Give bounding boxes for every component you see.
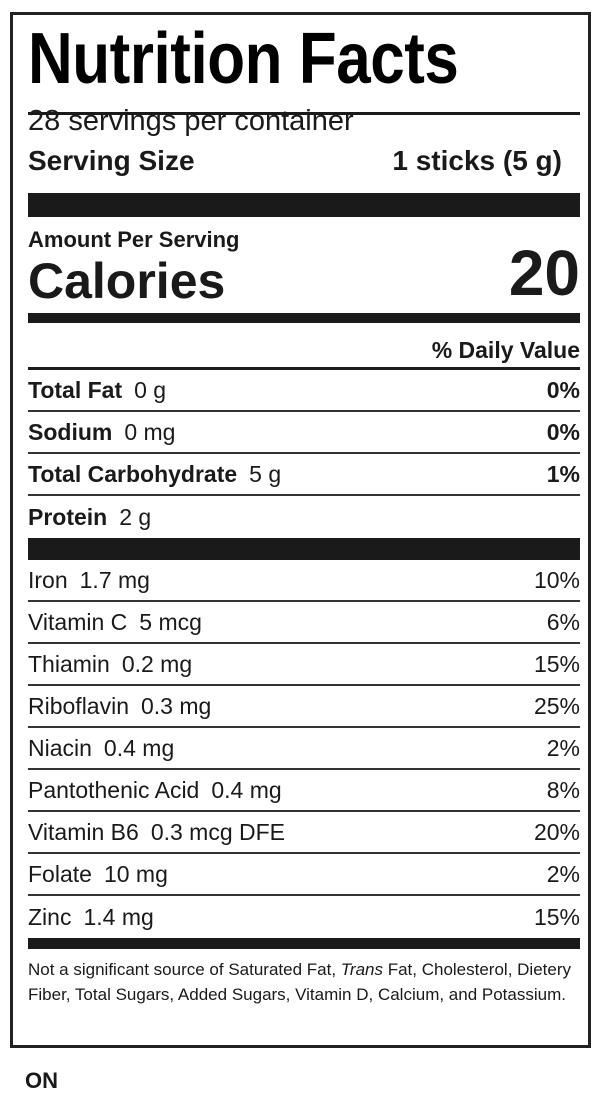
nutrient-row: Total Carbohydrate 5 g 1% <box>28 454 580 496</box>
nutrient-name-amount: Zinc 1.4 mg <box>28 904 154 931</box>
nutrient-daily-value: 6% <box>546 608 580 635</box>
nutrient-daily-value: 10% <box>533 566 580 593</box>
thick-divider <box>28 538 580 560</box>
nutrient-name-amount: Sodium 0 mg <box>28 419 175 446</box>
medium-divider <box>28 313 580 323</box>
nutrient-amount: 1.7 mg <box>79 566 150 593</box>
nutrient-row: Pantothenic Acid 0.4 mg 8% <box>28 770 580 812</box>
calories-label: Calories <box>28 253 226 309</box>
nutrient-name-amount: Pantothenic Acid 0.4 mg <box>28 777 282 804</box>
nutrient-row: Riboflavin 0.3 mg 25% <box>28 686 580 728</box>
nutrient-row: Vitamin C 5 mcg 6% <box>28 602 580 644</box>
nutrient-name-amount: Niacin 0.4 mg <box>28 735 174 762</box>
brand-logo-text: ON <box>25 1068 58 1093</box>
nutrient-name-amount: Protein 2 g <box>28 504 151 531</box>
nutrient-name-amount: Riboflavin 0.3 mg <box>28 693 211 720</box>
nutrient-amount: 0.3 mcg DFE <box>150 818 286 845</box>
divider <box>28 112 580 115</box>
nutrient-name: Pantothenic Acid <box>28 776 200 803</box>
label-title: Nutrition Facts <box>28 19 459 99</box>
nutrient-name-amount: Vitamin B6 0.3 mcg DFE <box>28 819 285 846</box>
nutrient-name: Protein <box>28 503 108 530</box>
nutrient-amount: 0.2 mg <box>121 650 193 677</box>
nutrient-name: Folate <box>28 860 92 887</box>
nutrient-amount: 0 mg <box>124 418 176 445</box>
nutrient-name: Vitamin B6 <box>28 818 139 845</box>
serving-size: Serving Size 1 sticks (5 g) <box>28 141 580 181</box>
footnote-italic: Trans <box>340 960 383 979</box>
nutrition-facts-panel: Nutrition Facts 28 servings per containe… <box>10 12 591 1048</box>
servings-per-container: 28 servings per container <box>28 105 354 137</box>
nutrient-name: Total Carbohydrate <box>28 460 238 487</box>
calories-value: 20 <box>508 237 580 309</box>
nutrient-name-amount: Vitamin C 5 mcg <box>28 609 202 636</box>
nutrient-daily-value: 15% <box>533 903 580 930</box>
nutrient-daily-value: 20% <box>533 818 580 845</box>
nutrient-daily-value: 0% <box>546 418 580 445</box>
nutrient-amount: 0.4 mg <box>103 734 175 761</box>
nutrient-amount: 10 mg <box>103 860 168 887</box>
nutrient-name-amount: Folate 10 mg <box>28 861 168 888</box>
nutrient-name: Sodium <box>28 418 113 445</box>
nutrient-daily-value: 8% <box>546 776 580 803</box>
nutrient-name: Vitamin C <box>28 608 128 635</box>
nutrient-amount: 5 g <box>249 460 282 487</box>
macro-nutrient-list: Total Fat 0 g 0% Sodium 0 mg 0% Total Carbohyd… <box>28 370 580 538</box>
thick-divider <box>28 193 580 217</box>
footnote-text: Not a significant source of Saturated Fa… <box>28 960 341 979</box>
nutrient-amount: 0.3 mg <box>141 692 212 719</box>
nutrient-row: Iron 1.7 mg 10% <box>28 560 580 602</box>
medium-divider <box>28 938 580 949</box>
nutrient-amount: 0 g <box>134 376 167 403</box>
nutrient-row: Folate 10 mg 2% <box>28 854 580 896</box>
serving-size-value: 1 sticks (5 g) <box>392 145 562 176</box>
nutrient-row: Protein 2 g <box>28 496 580 538</box>
nutrient-name: Thiamin <box>28 650 110 677</box>
nutrient-daily-value: 15% <box>533 650 580 677</box>
nutrient-amount: 0.4 mg <box>211 776 282 803</box>
nutrient-row: Vitamin B6 0.3 mcg DFE 20% <box>28 812 580 854</box>
divider <box>28 367 580 370</box>
nutrient-name-amount: Total Fat 0 g <box>28 377 166 404</box>
footnote: Not a significant source of Saturated Fa… <box>28 957 580 1007</box>
nutrient-row: Niacin 0.4 mg 2% <box>28 728 580 770</box>
nutrient-name-amount: Iron 1.7 mg <box>28 567 150 594</box>
nutrient-name-amount: Thiamin 0.2 mg <box>28 651 192 678</box>
nutrient-amount: 1.4 mg <box>83 903 154 930</box>
footnote-text: Fat, Cholesterol, Dietery Fiber, Total S… <box>28 960 571 1004</box>
nutrient-row: Total Fat 0 g 0% <box>28 370 580 412</box>
nutrient-daily-value: 1% <box>546 460 580 487</box>
nutrient-row: Sodium 0 mg 0% <box>28 412 580 454</box>
nutrient-name: Iron <box>28 566 68 593</box>
nutrient-name: Niacin <box>28 734 92 761</box>
nutrient-name: Total Fat <box>28 376 123 403</box>
nutrient-daily-value: 2% <box>546 734 580 761</box>
micronutrient-list: Iron 1.7 mg 10% Vitamin C 5 mcg 6% Thiamin 0.2 … <box>28 560 580 938</box>
nutrient-row: Thiamin 0.2 mg 15% <box>28 644 580 686</box>
amount-per-serving: Amount Per Serving <box>28 227 240 252</box>
serving-size-label: Serving Size <box>28 145 195 176</box>
nutrient-daily-value: 2% <box>546 860 580 887</box>
daily-value-header: % Daily Value <box>431 337 580 363</box>
nutrient-daily-value: 0% <box>546 376 580 403</box>
nutrient-name-amount: Total Carbohydrate 5 g <box>28 461 281 488</box>
nutrient-amount: 2 g <box>119 503 152 530</box>
nutrient-daily-value: 25% <box>533 692 580 719</box>
nutrient-row: Zinc 1.4 mg 15% <box>28 896 580 938</box>
nutrient-name: Zinc <box>28 903 72 930</box>
nutrient-name: Riboflavin <box>28 692 129 719</box>
nutrient-amount: 5 mcg <box>139 608 202 635</box>
